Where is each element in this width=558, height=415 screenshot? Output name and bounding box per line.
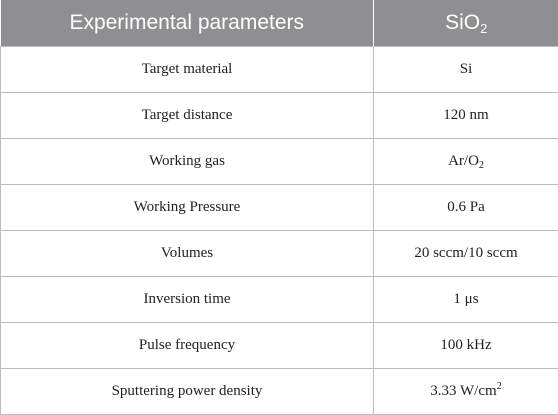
- table-row: Volumes 20 sccm/10 sccm: [0, 230, 558, 277]
- table-row: Inversion time 1 μs: [0, 276, 558, 323]
- table-row: Working Pressure 0.6 Pa: [0, 184, 558, 231]
- table-row: Target distance 120 nm: [0, 92, 558, 139]
- param-cell: Target distance: [0, 92, 374, 139]
- param-cell: Inversion time: [0, 276, 374, 323]
- header-sio2: SiO2: [445, 10, 488, 36]
- param-cell: Working Pressure: [0, 184, 374, 231]
- param-cell: Target material: [0, 45, 374, 93]
- param-cell: Volumes: [0, 230, 374, 277]
- table-row: Sputtering power density 3.33 W/cm2: [0, 368, 558, 415]
- header-experimental-parameters: Experimental parameters: [0, 0, 374, 46]
- param-cell: Pulse frequency: [0, 322, 374, 369]
- value-cell: Si: [373, 45, 558, 93]
- value-cell: 1 μs: [373, 276, 558, 323]
- value-cell: Ar/O2: [373, 138, 558, 185]
- table-row: Working gas Ar/O2: [0, 138, 558, 185]
- param-cell: Sputtering power density: [0, 368, 374, 415]
- value-cell: 3.33 W/cm2: [373, 368, 558, 415]
- value-cell: 100 kHz: [373, 322, 558, 369]
- param-cell: Working gas: [0, 138, 374, 185]
- value-cell: 0.6 Pa: [373, 184, 558, 231]
- table-header-row: Experimental parameters SiO2: [0, 0, 558, 46]
- value-cell: 20 sccm/10 sccm: [373, 230, 558, 277]
- table-row: Pulse frequency 100 kHz: [0, 322, 558, 369]
- table-row: Target material Si: [0, 45, 558, 93]
- value-cell: 120 nm: [373, 92, 558, 139]
